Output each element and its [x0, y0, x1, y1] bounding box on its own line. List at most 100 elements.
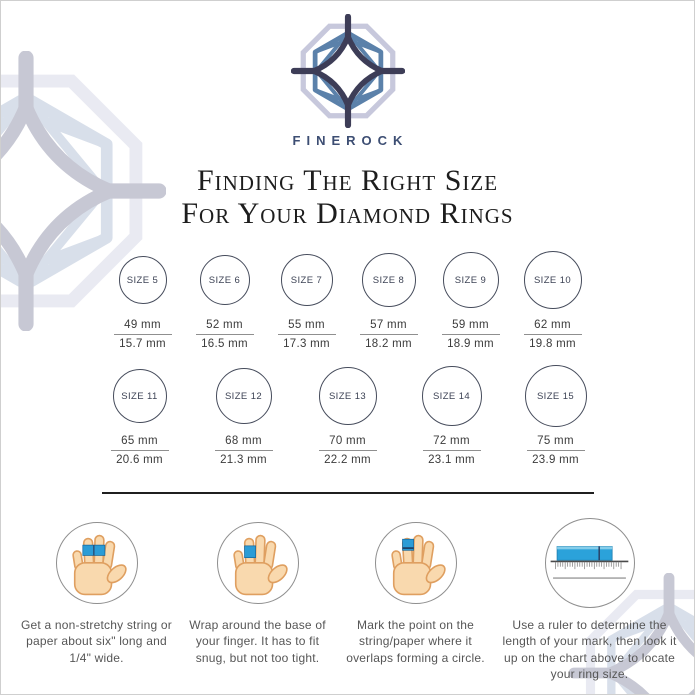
ring-size-circle: SIZE 14: [421, 366, 482, 426]
ring-size-label: SIZE 13: [328, 390, 367, 402]
step-1-text: Get a non-stretchy string or paper about…: [21, 618, 172, 665]
ring-size-circle: SIZE 13: [318, 367, 377, 425]
ring-size-circle-wrap: SIZE 8: [361, 250, 416, 310]
ring-size-measurements: 49 mm 15.7 mm: [113, 319, 172, 350]
ruler-icon: [544, 518, 635, 608]
diameter-mm: 15.7 mm: [119, 338, 166, 350]
hand-string-icon: [55, 522, 138, 604]
fraction-line: [359, 334, 418, 335]
size-chart-row-2: SIZE 11 65 mm 20.6 mm SIZE 12 68 mm 21.3…: [1, 365, 694, 466]
measuring-steps: Get a non-stretchy string or paper about…: [1, 518, 694, 682]
step-4: Use a ruler to determine the length of y…: [499, 518, 681, 682]
size-chart-row-1: SIZE 5 49 mm 15.7 mm SIZE 6 52 mm 16.5 m…: [1, 250, 694, 350]
ring-size-item: SIZE 15 75 mm 23.9 mm: [504, 365, 608, 466]
circumference-mm: 59 mm: [452, 319, 489, 331]
fraction-line: [523, 334, 582, 335]
ring-size-measurements: 70 mm 22.2 mm: [318, 435, 377, 466]
ring-size-label: SIZE 8: [372, 274, 405, 286]
ring-size-measurements: 72 mm 23.1 mm: [422, 435, 481, 466]
circumference-mm: 70 mm: [329, 435, 366, 447]
page-title: Finding The Right Size For Your Diamond …: [181, 164, 513, 230]
page-title-line2: For Your Diamond Rings: [181, 197, 514, 230]
ring-size-circle: SIZE 15: [524, 365, 587, 427]
ring-size-label: SIZE 15: [536, 390, 575, 402]
ring-size-circle: SIZE 11: [112, 369, 167, 423]
ring-size-circle-wrap: SIZE 6: [199, 250, 250, 310]
step-1: Get a non-stretchy string or paper about…: [15, 518, 179, 666]
brand-logo-icon: [291, 14, 405, 128]
ring-size-circle: SIZE 9: [442, 252, 499, 308]
ring-size-label: SIZE 5: [126, 274, 159, 286]
diameter-mm: 18.2 mm: [365, 338, 412, 350]
fraction-line: [526, 450, 585, 451]
ring-size-measurements: 55 mm 17.3 mm: [277, 319, 336, 350]
ring-size-item: SIZE 14 72 mm 23.1 mm: [400, 366, 504, 466]
diameter-mm: 20.6 mm: [116, 454, 163, 466]
diameter-mm: 21.3 mm: [220, 454, 267, 466]
ring-size-measurements: 57 mm 18.2 mm: [359, 319, 418, 350]
ring-size-circle: SIZE 10: [523, 251, 582, 309]
ring-size-item: SIZE 10 62 mm 19.8 mm: [512, 250, 594, 350]
fraction-line: [110, 450, 169, 451]
circumference-mm: 49 mm: [124, 319, 161, 331]
ring-size-circle-wrap: SIZE 14: [421, 366, 482, 426]
step-3-icon-wrap: [374, 518, 457, 608]
ring-size-circle-wrap: SIZE 9: [442, 250, 499, 310]
step-3: Mark the point on the string/paper where…: [337, 518, 495, 666]
fraction-line: [214, 450, 273, 451]
ring-size-item: SIZE 5 49 mm 15.7 mm: [102, 250, 184, 350]
ring-size-item: SIZE 12 68 mm 21.3 mm: [192, 366, 296, 466]
diameter-mm: 18.9 mm: [447, 338, 494, 350]
circumference-mm: 62 mm: [534, 319, 571, 331]
ring-size-measurements: 52 mm 16.5 mm: [195, 319, 254, 350]
fraction-line: [195, 334, 254, 335]
ring-size-circle-wrap: SIZE 13: [318, 366, 377, 426]
ring-size-measurements: 75 mm 23.9 mm: [526, 435, 585, 466]
step-2: Wrap around the base of your finger. It …: [183, 518, 333, 666]
ring-size-label: SIZE 6: [208, 274, 241, 286]
ring-size-circle-wrap: SIZE 11: [112, 366, 167, 426]
circumference-mm: 55 mm: [288, 319, 325, 331]
diameter-mm: 16.5 mm: [201, 338, 248, 350]
ring-size-circle-wrap: SIZE 5: [118, 250, 167, 310]
ring-size-label: SIZE 7: [290, 274, 323, 286]
page-title-line1: Finding The Right Size: [196, 164, 499, 197]
diameter-mm: 17.3 mm: [283, 338, 330, 350]
ring-size-measurements: 59 mm 18.9 mm: [441, 319, 500, 350]
circumference-mm: 57 mm: [370, 319, 407, 331]
section-divider: [101, 492, 594, 494]
ring-size-label: SIZE 14: [432, 390, 471, 402]
diameter-mm: 23.9 mm: [532, 454, 579, 466]
brand-name: FINEROCK: [292, 133, 409, 148]
step-1-icon-wrap: [55, 518, 138, 608]
fraction-line: [422, 450, 481, 451]
diameter-mm: 22.2 mm: [324, 454, 371, 466]
ring-size-label: SIZE 9: [454, 274, 487, 286]
ring-size-item: SIZE 8 57 mm 18.2 mm: [348, 250, 430, 350]
ring-size-circle-wrap: SIZE 7: [280, 250, 333, 310]
header: FINEROCK Finding The Right Size For Your…: [1, 1, 694, 230]
ring-size-circle-wrap: SIZE 10: [523, 250, 582, 310]
ring-size-circle-wrap: SIZE 15: [524, 365, 587, 427]
ring-size-item: SIZE 6 52 mm 16.5 mm: [184, 250, 266, 350]
step-4-text: Use a ruler to determine the length of y…: [502, 618, 677, 681]
fraction-line: [441, 334, 500, 335]
ring-size-item: SIZE 9 59 mm 18.9 mm: [430, 250, 512, 350]
step-3-text: Mark the point on the string/paper where…: [346, 618, 485, 665]
ring-size-item: SIZE 13 70 mm 22.2 mm: [296, 366, 400, 466]
hand-wrap-icon: [216, 522, 299, 604]
ring-size-circle: SIZE 5: [118, 256, 167, 304]
ring-size-measurements: 68 mm 21.3 mm: [214, 435, 273, 466]
step-2-text: Wrap around the base of your finger. It …: [189, 618, 326, 665]
ring-size-label: SIZE 10: [533, 274, 572, 286]
hand-mark-icon: [374, 522, 457, 604]
circumference-mm: 72 mm: [433, 435, 470, 447]
ring-size-label: SIZE 11: [121, 390, 158, 402]
diameter-mm: 23.1 mm: [428, 454, 475, 466]
ring-size-measurements: 65 mm 20.6 mm: [110, 435, 169, 466]
ring-size-circle: SIZE 6: [199, 255, 250, 305]
ring-size-item: SIZE 7 55 mm 17.3 mm: [266, 250, 348, 350]
diameter-mm: 19.8 mm: [529, 338, 576, 350]
ring-size-circle: SIZE 8: [361, 253, 416, 307]
